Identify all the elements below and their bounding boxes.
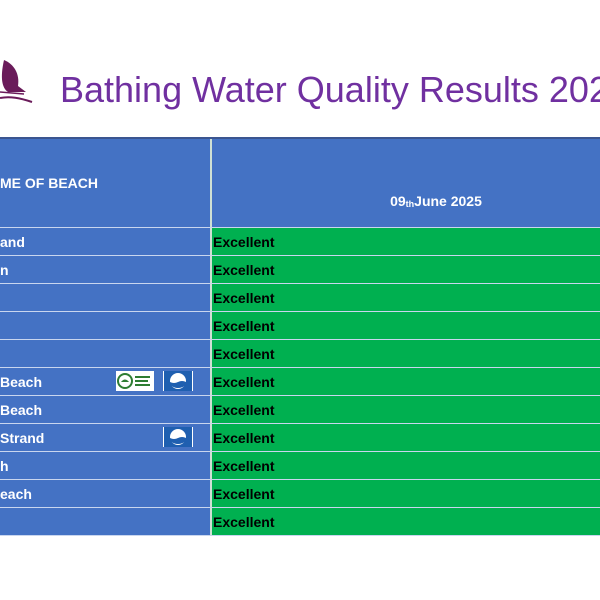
table-row: Excellent [0,284,600,312]
blue-flag-icon [163,371,193,391]
table-row: Excellent [0,312,600,340]
beach-name: each [0,480,212,507]
table-row: Excellent [0,508,600,536]
beach-name: h [0,452,212,479]
table-row: and Excellent [0,228,600,256]
beach-name [0,284,212,311]
beach-name [0,508,212,535]
table-row: h Excellent [0,452,600,480]
beach-name: n [0,256,212,283]
table-row: Strand Excellent [0,424,600,452]
result-excellent: Excellent [212,480,600,507]
beach-name: Beach [0,368,212,395]
blue-flag-icon [163,427,193,447]
table-row: Beach Excellent [0,396,600,424]
page-title: Bathing Water Quality Results 2025 [60,69,600,110]
result-excellent: Excellent [212,340,600,367]
result-excellent: Excellent [212,396,600,423]
table-row: each Excellent [0,480,600,508]
result-excellent: Excellent [212,284,600,311]
green-coast-award-icon [116,371,154,391]
beach-name: and [0,228,212,255]
beach-name [0,312,212,339]
table-row: Beach Excellent [0,368,600,396]
beach-name: Beach [0,396,212,423]
table-row: Excellent [0,340,600,368]
result-excellent: Excellent [212,256,600,283]
result-excellent: Excellent [212,312,600,339]
result-excellent: Excellent [212,452,600,479]
result-excellent: Excellent [212,228,600,255]
beach-name [0,340,212,367]
heron-bird-logo [0,60,33,103]
result-excellent: Excellent [212,368,600,395]
result-excellent: Excellent [212,508,600,535]
result-excellent: Excellent [212,424,600,451]
beach-name-header: ME OF BEACH [0,139,212,227]
beach-name: Strand [0,424,212,451]
table-row: n Excellent [0,256,600,284]
